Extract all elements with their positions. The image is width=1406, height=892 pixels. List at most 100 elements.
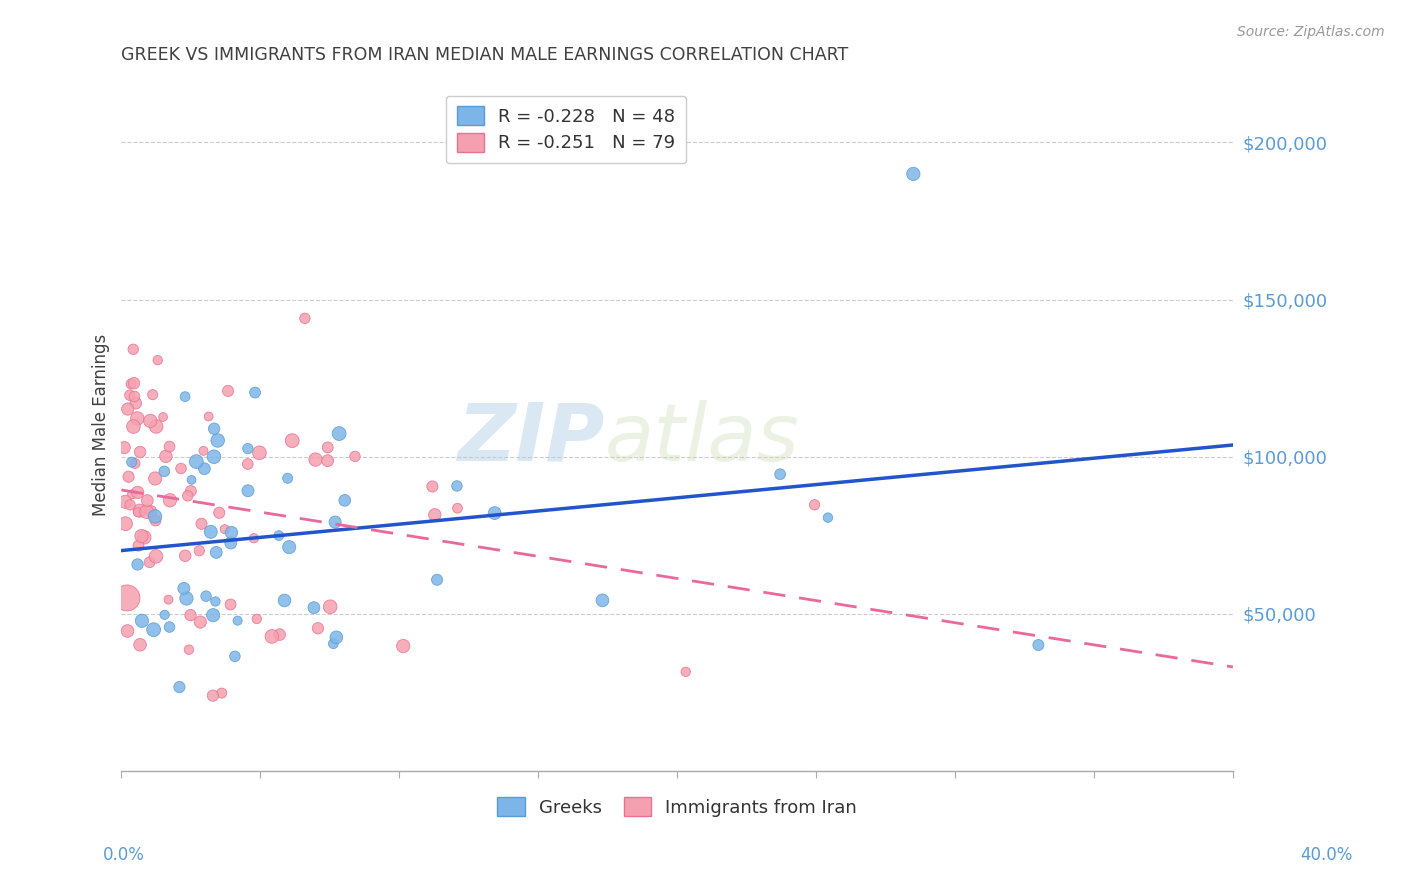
- Point: [112, 441, 135, 455]
- Point: [145, 514, 167, 528]
- Point: [243, 385, 266, 400]
- Point: [278, 540, 301, 554]
- Point: [769, 467, 792, 482]
- Point: [153, 607, 176, 622]
- Point: [202, 608, 225, 623]
- Point: [125, 396, 148, 410]
- Point: [127, 485, 149, 500]
- Point: [143, 471, 166, 485]
- Point: [803, 498, 825, 512]
- Point: [131, 614, 153, 628]
- Point: [269, 627, 291, 641]
- Point: [155, 450, 177, 464]
- Y-axis label: Median Male Earnings: Median Male Earnings: [93, 334, 110, 516]
- Point: [190, 516, 212, 531]
- Point: [145, 549, 167, 564]
- Point: [316, 453, 339, 467]
- Point: [143, 509, 166, 524]
- Point: [146, 353, 169, 368]
- Point: [127, 505, 149, 519]
- Point: [226, 614, 249, 628]
- Point: [304, 452, 326, 467]
- Point: [127, 411, 149, 425]
- Point: [197, 409, 219, 424]
- Point: [131, 529, 153, 543]
- Point: [122, 376, 145, 391]
- Text: Source: ZipAtlas.com: Source: ZipAtlas.com: [1237, 25, 1385, 39]
- Point: [180, 473, 202, 487]
- Point: [159, 620, 181, 634]
- Point: [127, 539, 149, 553]
- Point: [179, 608, 201, 623]
- Point: [188, 543, 211, 558]
- Point: [207, 434, 229, 448]
- Point: [117, 624, 139, 638]
- Point: [426, 573, 449, 587]
- Point: [333, 493, 356, 508]
- Point: [142, 387, 165, 401]
- Point: [200, 524, 222, 539]
- Point: [177, 642, 200, 657]
- Point: [180, 483, 202, 498]
- Point: [277, 471, 299, 485]
- Point: [323, 515, 346, 529]
- Legend: Greeks, Immigrants from Iran: Greeks, Immigrants from Iran: [491, 790, 865, 824]
- Point: [153, 464, 176, 478]
- Point: [246, 612, 269, 626]
- Point: [193, 461, 215, 475]
- Point: [1028, 638, 1050, 652]
- Point: [129, 445, 152, 459]
- Point: [122, 419, 145, 434]
- Text: ZIP: ZIP: [457, 400, 605, 478]
- Point: [249, 446, 271, 460]
- Point: [903, 167, 925, 181]
- Point: [124, 457, 146, 471]
- Point: [319, 599, 342, 614]
- Point: [152, 409, 174, 424]
- Point: [136, 493, 159, 508]
- Point: [219, 598, 242, 612]
- Point: [260, 629, 283, 643]
- Point: [446, 501, 468, 516]
- Point: [817, 510, 839, 524]
- Point: [392, 639, 415, 653]
- Point: [204, 594, 226, 608]
- Point: [117, 469, 139, 483]
- Point: [236, 483, 259, 498]
- Point: [423, 508, 446, 522]
- Point: [193, 443, 215, 458]
- Point: [127, 558, 149, 572]
- Point: [202, 450, 225, 464]
- Point: [139, 414, 162, 428]
- Point: [177, 489, 200, 503]
- Point: [322, 637, 344, 651]
- Point: [294, 311, 316, 326]
- Point: [117, 402, 139, 417]
- Point: [128, 503, 150, 517]
- Point: [217, 384, 239, 398]
- Point: [328, 426, 350, 441]
- Point: [115, 591, 138, 605]
- Point: [236, 457, 259, 471]
- Point: [118, 388, 141, 402]
- Point: [145, 419, 167, 434]
- Point: [267, 528, 290, 542]
- Point: [169, 680, 191, 694]
- Point: [236, 442, 259, 456]
- Point: [122, 343, 145, 357]
- Point: [186, 454, 208, 468]
- Point: [129, 638, 152, 652]
- Point: [219, 536, 242, 550]
- Point: [121, 487, 143, 501]
- Point: [139, 504, 162, 518]
- Point: [121, 455, 143, 469]
- Point: [273, 593, 295, 607]
- Point: [675, 665, 697, 679]
- Point: [174, 390, 197, 404]
- Point: [211, 686, 233, 700]
- Point: [214, 522, 236, 536]
- Point: [243, 531, 266, 545]
- Point: [138, 555, 160, 569]
- Point: [281, 434, 304, 448]
- Point: [316, 441, 339, 455]
